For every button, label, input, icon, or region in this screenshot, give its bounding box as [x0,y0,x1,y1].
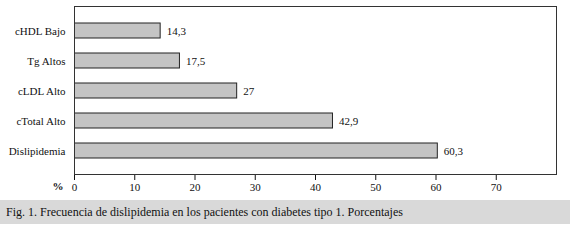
svg-text:cTotal Alto: cTotal Alto [16,115,66,127]
svg-text:50: 50 [370,181,382,193]
html-text:Fig. 1. Frecuencia de dislipid: Fig. 1. Frecuencia de dislipidemia en lo… [6,205,403,219]
svg-text:%: % [53,180,64,192]
svg-text:40: 40 [310,181,322,193]
svg-text:42,9: 42,9 [339,115,359,127]
svg-text:20: 20 [190,181,202,193]
svg-text:Tg Altos: Tg Altos [27,55,65,67]
svg-text:0: 0 [72,181,78,193]
svg-text:17,5: 17,5 [186,55,206,67]
svg-text:cHDL Bajo: cHDL Bajo [15,25,66,37]
svg-text:cLDL Alto: cLDL Alto [18,85,66,97]
svg-text:27: 27 [243,85,255,97]
svg-text:30: 30 [250,181,262,193]
svg-text:70: 70 [491,181,503,193]
svg-text:60: 60 [431,181,443,193]
svg-text:14,3: 14,3 [167,25,187,37]
svg-text:Dislipidemia: Dislipidemia [9,145,66,157]
svg-text:60,3: 60,3 [444,145,464,157]
svg-text:10: 10 [129,181,141,193]
